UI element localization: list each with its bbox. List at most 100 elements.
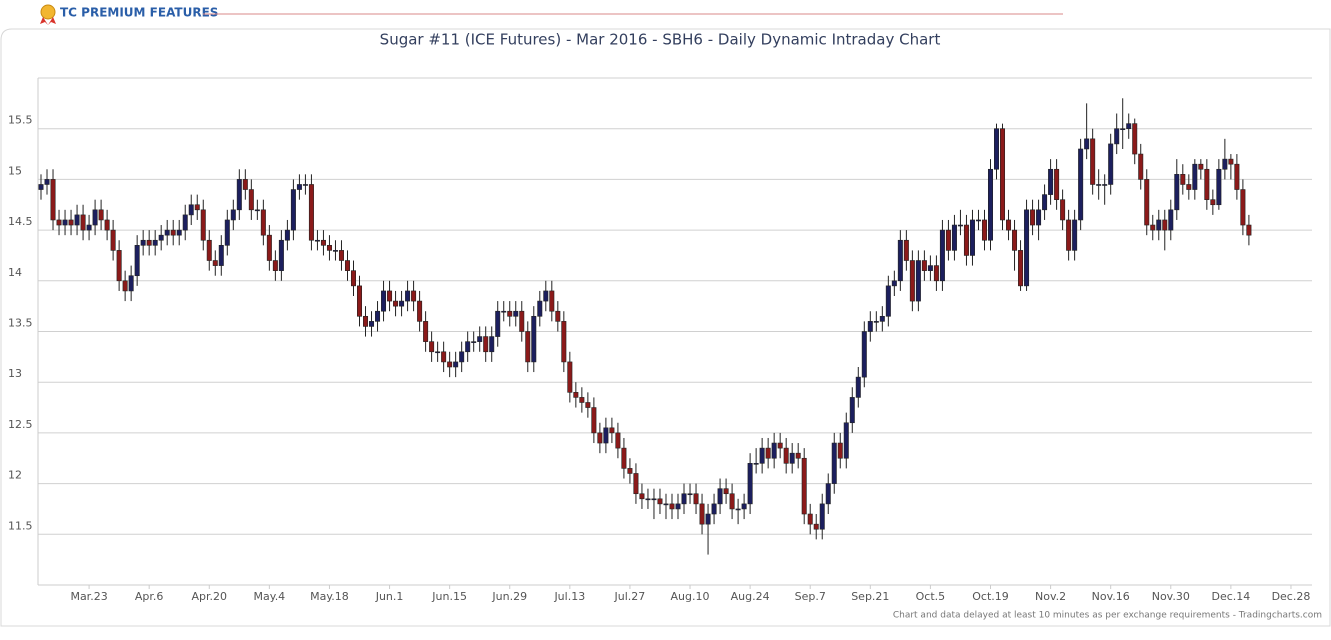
y-tick-label: 13.5 [8, 317, 33, 330]
candle-body [615, 432, 621, 449]
candle-body [687, 493, 693, 496]
candle-body [1090, 138, 1096, 185]
candle-body [266, 234, 272, 261]
candle-body [795, 452, 801, 459]
candle-body [1234, 163, 1240, 190]
candle-body [987, 168, 993, 241]
x-tick-label: Mar.23 [70, 590, 107, 603]
y-tick-label: 13 [8, 367, 22, 380]
candle-body [381, 290, 387, 312]
candle-body [825, 483, 831, 505]
candle-body [1060, 199, 1066, 221]
candle-body [663, 503, 669, 506]
candle-body [200, 209, 206, 241]
candle-body [104, 219, 110, 231]
candle-body [242, 179, 248, 190]
candle-body [1246, 224, 1252, 236]
candle-body [1186, 184, 1192, 190]
candle-body [507, 310, 513, 317]
candle-body [50, 179, 56, 221]
candle-body [152, 239, 158, 246]
candle-body [92, 209, 98, 226]
candle-body [1228, 158, 1234, 165]
candle-body [1036, 209, 1042, 226]
candle-body [1114, 128, 1120, 145]
candle-body [1222, 158, 1228, 170]
x-tick-label: Dec.28 [1272, 590, 1311, 603]
x-tick-label: Sep.21 [851, 590, 889, 603]
candle-body [765, 447, 771, 459]
x-tick-label: Nov.30 [1152, 590, 1190, 603]
candle-body [567, 361, 573, 393]
candle-body [1048, 168, 1054, 195]
x-tick-label: Aug.24 [731, 590, 770, 603]
candle-body [585, 402, 591, 408]
candle-body [501, 310, 507, 313]
candle-body [849, 397, 855, 424]
candle-body [170, 229, 176, 236]
candle-body [897, 239, 903, 282]
candle-body [110, 229, 116, 251]
candle-body [387, 290, 393, 302]
candle-body [555, 310, 561, 322]
candle-body [831, 442, 837, 484]
candle-body [843, 422, 849, 459]
candle-body [675, 503, 681, 510]
candle-body [134, 245, 140, 277]
candle-body [903, 239, 909, 261]
candle-body [290, 189, 296, 231]
candle-body [483, 336, 489, 353]
candle-body [771, 442, 777, 459]
candle-body [633, 473, 639, 495]
candle-body [1150, 224, 1156, 231]
x-tick-label: Nov.16 [1092, 590, 1130, 603]
candle-body [489, 336, 495, 353]
candle-body [405, 290, 411, 302]
x-tick-label: Oct.19 [972, 590, 1009, 603]
candle-body [326, 245, 332, 251]
candle-body [1210, 199, 1216, 206]
footnote: Chart and data delayed at least 10 minut… [893, 611, 1322, 621]
candle-body [537, 300, 543, 317]
candle-body [927, 265, 933, 271]
candle-body [513, 310, 519, 317]
candle-body [879, 315, 885, 322]
candle-body [44, 179, 50, 185]
candle-body [1192, 163, 1198, 190]
candle-body [735, 508, 741, 511]
candle-body [591, 407, 597, 434]
candle-body [543, 290, 549, 302]
candle-body [1054, 168, 1060, 200]
candle-body [645, 498, 651, 501]
x-tick-label: Sep.7 [795, 590, 826, 603]
candle-body [603, 427, 609, 444]
candle-body [1018, 250, 1024, 287]
candle-body [753, 463, 759, 465]
candle-body [807, 513, 813, 525]
candle-body [717, 488, 723, 505]
candle-body [495, 310, 501, 337]
candle-body [963, 224, 969, 256]
candle-body [981, 219, 987, 241]
candle-body [465, 341, 471, 353]
candle-body [164, 229, 170, 236]
candle-body [146, 239, 152, 246]
candle-body [188, 204, 194, 216]
y-tick-label: 15 [8, 164, 22, 177]
candle-body [158, 234, 164, 241]
y-tick-label: 12.5 [8, 418, 33, 431]
candle-body [98, 209, 104, 221]
candle-body [1162, 219, 1168, 231]
candle-body [338, 250, 344, 261]
y-tick-label: 14.5 [8, 215, 33, 228]
candle-body [471, 341, 477, 343]
candle-body [314, 239, 320, 242]
candle-body [344, 260, 350, 271]
candle-body [254, 209, 260, 212]
candle-body [837, 442, 843, 459]
candle-body [435, 351, 441, 354]
candle-body [1156, 219, 1162, 231]
candle-body [423, 321, 429, 342]
